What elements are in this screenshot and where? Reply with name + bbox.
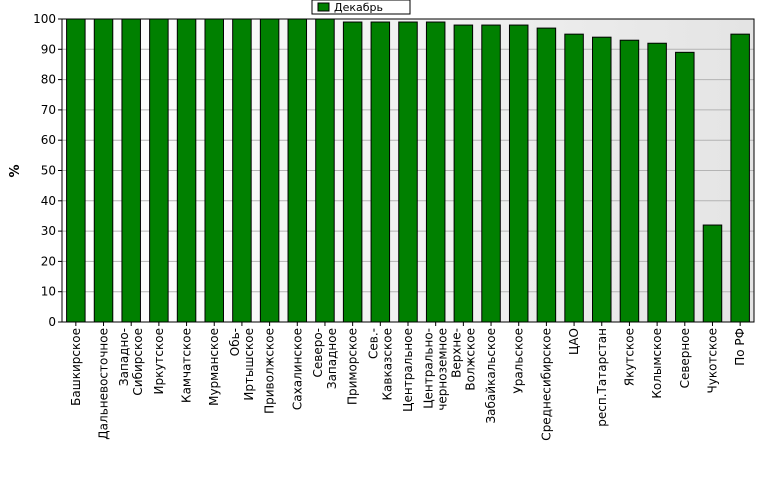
y-tick-label: 100 [33, 12, 56, 26]
x-tick-label: Уральское [512, 328, 526, 394]
y-tick-label: 80 [41, 73, 56, 87]
x-tick-label: Западно-Сибирское [117, 328, 145, 396]
y-tick-label: 0 [48, 315, 56, 329]
x-tick-label: Мурманское [207, 328, 221, 406]
bar [675, 51, 695, 323]
x-tick-label: Иркутское [152, 328, 166, 395]
bar [453, 24, 474, 323]
x-tick-label: респ.Татарстан [595, 328, 609, 427]
y-tick-label: 70 [41, 103, 56, 117]
legend-entry: Декабрь [334, 1, 383, 14]
y-tick-label: 40 [41, 194, 56, 208]
bars [66, 18, 750, 323]
bar [232, 18, 252, 323]
x-tick-label: Приморское [346, 328, 360, 405]
x-tick-label: ЦАО [567, 328, 581, 355]
bar [259, 18, 280, 323]
x-tick-label: Колымское [650, 328, 664, 399]
bar [592, 36, 612, 323]
bar [149, 18, 169, 323]
x-axis-labels: Башкирское Дальневосточное Западно-Сибирск… [69, 322, 747, 441]
x-tick-label: Центральное [401, 328, 415, 412]
bar [121, 18, 141, 323]
x-tick-label: Сахалинское [290, 328, 304, 410]
x-tick-label: Обь-Иртышское [228, 328, 256, 401]
legend-swatch [317, 2, 330, 12]
y-tick-label: 30 [41, 224, 56, 238]
x-tick-label: Забайкальское [484, 328, 498, 424]
bar [204, 18, 224, 323]
x-tick-label: Камчатское [180, 328, 194, 403]
x-tick-label: Центрально-черноземное [422, 328, 450, 411]
bar [619, 39, 640, 323]
x-tick-label: Дальневосточное [97, 328, 111, 440]
y-axis-label: % [8, 164, 23, 177]
y-axis-ticks: 0 10 20 30 40 50 60 70 80 90 100 [33, 12, 62, 329]
x-tick-label: Сев.-Кавказское [366, 328, 394, 401]
x-tick-label: Якутское [622, 328, 636, 386]
bar [342, 21, 363, 323]
y-tick-label: 20 [41, 254, 56, 268]
bar [564, 33, 584, 323]
bar [93, 18, 114, 323]
bar [730, 33, 750, 323]
bar [370, 21, 391, 323]
bar [176, 18, 197, 323]
bar [398, 21, 418, 323]
bar [536, 27, 557, 323]
x-tick-label: По РФ [733, 328, 747, 366]
bar [508, 24, 529, 323]
bar [647, 42, 667, 323]
bar [425, 21, 446, 323]
x-tick-label: Башкирское [69, 328, 83, 406]
y-tick-label: 10 [41, 285, 56, 299]
y-tick-label: 90 [41, 42, 56, 56]
bar [702, 224, 723, 323]
legend-box [311, 0, 411, 15]
x-tick-label: Верхне-Волжское [449, 328, 477, 391]
x-tick-label: Среднесибирское [539, 328, 553, 441]
x-tick-label: Северо-Западное [311, 328, 339, 389]
x-tick-label: Северное [678, 328, 692, 388]
bar [315, 18, 335, 323]
legend: Декабрь [311, 0, 411, 15]
bar [66, 18, 86, 323]
bar [481, 24, 501, 323]
bar [287, 18, 308, 323]
x-tick-label: Чукотское [705, 328, 719, 393]
y-tick-label: 50 [41, 164, 56, 178]
x-tick-label: Приволжское [263, 328, 277, 414]
y-tick-label: 60 [41, 133, 56, 147]
